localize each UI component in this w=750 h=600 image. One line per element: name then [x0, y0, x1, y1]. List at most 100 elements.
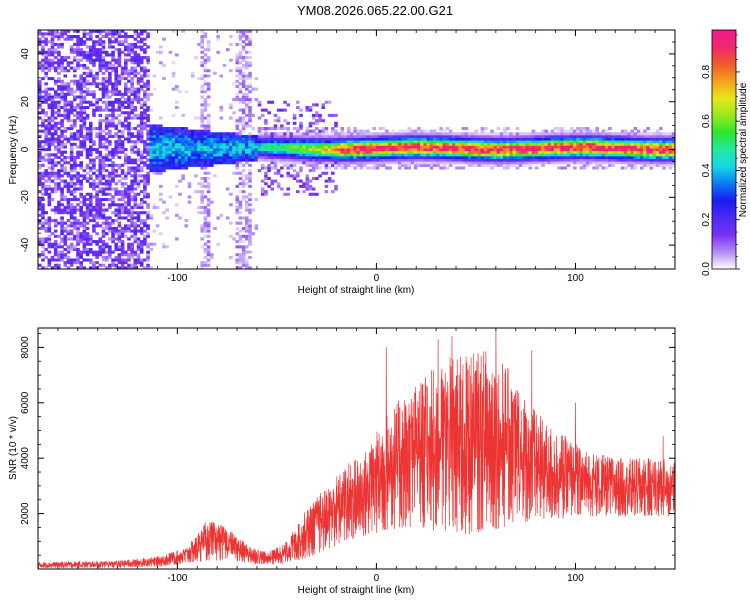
heatmap-cell — [50, 40, 55, 44]
heatmap-cell — [194, 56, 198, 60]
heatmap-cell — [432, 140, 437, 144]
heatmap-cell — [522, 150, 526, 154]
heatmap-cell — [334, 124, 338, 128]
heatmap-cell — [127, 229, 131, 233]
heatmap-cell — [88, 205, 93, 209]
heatmap-cell — [445, 155, 450, 159]
heatmap-cell — [206, 161, 211, 165]
heatmap-cell — [474, 140, 478, 144]
heatmap-cell — [200, 198, 205, 202]
heatmap-cell — [203, 161, 208, 165]
heatmap-cell — [273, 137, 278, 141]
heatmap-cell — [624, 145, 628, 149]
heatmap-cell — [69, 37, 74, 41]
heatmap-cell — [455, 140, 459, 144]
heatmap-cell — [350, 163, 354, 167]
heatmap-cell — [417, 148, 421, 152]
heatmap-cell — [270, 166, 275, 170]
heatmap-cell — [104, 132, 109, 136]
heatmap-cell — [496, 137, 501, 141]
heatmap-cell — [241, 56, 246, 60]
heatmap-cell — [541, 142, 545, 146]
heatmap-cell — [194, 155, 198, 159]
heatmap-cell — [104, 258, 109, 262]
heatmap-cell — [73, 35, 77, 39]
heatmap-cell — [553, 161, 558, 165]
heatmap-cell — [391, 142, 396, 146]
heatmap-cell — [423, 137, 427, 141]
heatmap-cell — [487, 161, 491, 165]
heatmap-cell — [133, 108, 138, 112]
heatmap-cell — [445, 148, 450, 152]
heatmap-cell — [114, 134, 119, 138]
heatmap-cell — [324, 134, 329, 138]
heatmap-cell — [41, 171, 45, 175]
heatmap-cell — [117, 179, 122, 183]
heatmap-cell — [38, 140, 42, 144]
heatmap-cell — [506, 134, 510, 138]
heatmap-cell — [108, 100, 112, 104]
heatmap-cell — [117, 79, 122, 83]
heatmap-cell — [200, 61, 205, 65]
heatmap-cell — [152, 229, 157, 233]
heatmap-cell — [66, 92, 71, 96]
heatmap-cell — [417, 142, 421, 146]
heatmap-cell — [232, 155, 236, 159]
heatmap-cell — [534, 158, 539, 162]
heatmap-cell — [197, 163, 201, 167]
heatmap-cell — [662, 145, 666, 149]
heatmap-cell — [315, 192, 319, 196]
heatmap-cell — [512, 132, 517, 136]
heatmap-cell — [359, 134, 364, 138]
heatmap-cell — [190, 148, 195, 152]
heatmap-cell — [528, 161, 533, 165]
heatmap-cell — [420, 129, 424, 133]
heatmap-cell — [111, 134, 115, 138]
heatmap-cell — [95, 261, 99, 265]
heatmap-cell — [646, 150, 650, 154]
heatmap-cell — [445, 166, 450, 170]
heatmap-cell — [509, 148, 513, 152]
heatmap-cell — [117, 137, 122, 141]
heatmap-cell — [69, 247, 74, 251]
heatmap-cell — [410, 158, 415, 162]
heatmap-cell — [203, 82, 208, 86]
heatmap-cell — [589, 153, 593, 157]
heatmap-cell — [321, 148, 326, 152]
heatmap-cell — [120, 211, 125, 215]
heatmap-cell — [518, 148, 523, 152]
heatmap-cell — [123, 58, 128, 62]
heatmap-cell — [213, 145, 217, 149]
heatmap-cell — [604, 150, 609, 154]
heatmap-cell — [41, 61, 45, 65]
heatmap-cell — [464, 145, 469, 149]
heatmap-cell — [197, 153, 201, 157]
heatmap-cell — [111, 234, 115, 238]
heatmap-cell — [111, 84, 115, 88]
heatmap-cell — [238, 30, 243, 33]
heatmap-cell — [114, 211, 119, 215]
heatmap-cell — [585, 163, 590, 167]
heatmap-cell — [92, 166, 96, 170]
heatmap-cell — [98, 179, 103, 183]
heatmap-cell — [41, 211, 45, 215]
heatmap-cell — [92, 108, 96, 112]
heatmap-cell — [429, 155, 434, 159]
heatmap-cell — [130, 71, 134, 75]
heatmap-cell — [369, 166, 373, 170]
heatmap-cell — [47, 127, 52, 131]
heatmap-cell — [528, 148, 533, 152]
heatmap-cell — [518, 145, 523, 149]
heatmap-cell — [79, 124, 83, 128]
heatmap-cell — [162, 150, 166, 154]
heatmap-cell — [104, 192, 109, 196]
heatmap-cell — [92, 95, 96, 99]
heatmap-cell — [477, 161, 482, 165]
heatmap-cell — [152, 145, 157, 149]
heatmap-cell — [88, 37, 93, 41]
heatmap-cell — [518, 161, 523, 165]
heatmap-cell — [82, 258, 87, 262]
heatmap-cell — [525, 150, 529, 154]
heatmap-cell — [327, 150, 332, 154]
heatmap-cell — [601, 150, 606, 154]
